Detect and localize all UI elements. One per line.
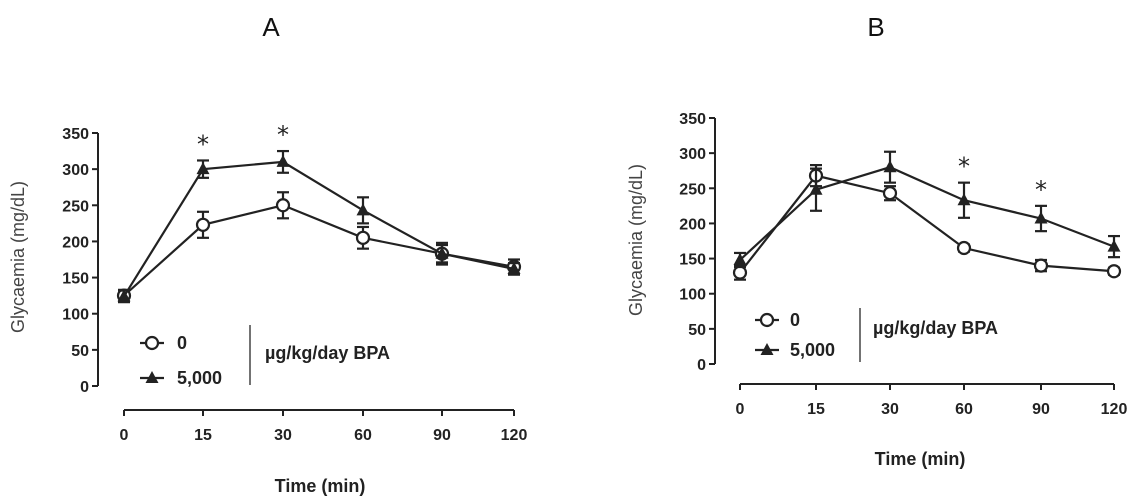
panel-b-y-tick-label: 150 bbox=[679, 252, 706, 269]
panel-b-x-axis-title: Time (min) bbox=[875, 449, 966, 469]
panel-a-y-tick-label: 50 bbox=[71, 343, 89, 360]
panel-b-significance-star: * bbox=[958, 153, 970, 181]
panel-a-label: A bbox=[262, 12, 280, 42]
panel-a-y-tick-label: 350 bbox=[62, 126, 89, 143]
panel-b-series-bpa-point bbox=[957, 193, 971, 206]
panel-a-series-bpa bbox=[117, 149, 521, 304]
panel-b-y-tick-label: 50 bbox=[688, 322, 706, 339]
panel-b-y-tick-label: 350 bbox=[679, 111, 706, 128]
panel-a-y-tick-label: 100 bbox=[62, 307, 89, 324]
panel-b-series-control-point bbox=[956, 240, 972, 256]
panel-a-series-bpa-point bbox=[356, 203, 370, 216]
panel-b-series-bpa-line bbox=[739, 166, 1115, 261]
panel-b-series-bpa-point bbox=[733, 252, 747, 265]
panel-b-y-tick-label: 300 bbox=[679, 146, 706, 163]
panel-a-y-tick-label: 250 bbox=[62, 198, 89, 215]
panel-a-series-bpa-point bbox=[276, 154, 290, 167]
panel-b-series-bpa-point bbox=[883, 160, 897, 173]
panel-b-legend-marker bbox=[760, 343, 774, 355]
panel-a-x-tick-label: 90 bbox=[433, 427, 451, 444]
panel-a-x-tick-label: 0 bbox=[120, 427, 129, 444]
panel-b-series-control-point bbox=[1033, 258, 1049, 273]
panel-b-x-tick-label: 30 bbox=[881, 401, 899, 418]
panel-b-series-control-point bbox=[1106, 264, 1122, 279]
panel-b-series-control-line bbox=[739, 174, 1115, 274]
panel-a-legend-unit: µg/kg/day BPA bbox=[265, 343, 390, 363]
panel-b-significance-star: * bbox=[1035, 176, 1047, 204]
panel-a-y-tick-label: 0 bbox=[80, 379, 89, 396]
panel-b-x-tick-label: 90 bbox=[1032, 401, 1050, 418]
panel-a-x-tick-label: 60 bbox=[354, 427, 372, 444]
panel-a-y-tick-label: 150 bbox=[62, 271, 89, 288]
panel-a-legend-label: 0 bbox=[177, 333, 187, 353]
panel-a-significance-star: * bbox=[277, 121, 289, 149]
panel-b-x-tick-label: 60 bbox=[955, 401, 973, 418]
panel-b-series-bpa-point bbox=[1107, 239, 1121, 252]
panel-b-label: B bbox=[867, 12, 884, 42]
panel-a-series-bpa-point bbox=[507, 261, 521, 274]
panel-a-series-control-point bbox=[275, 198, 291, 213]
panel-a-legend-label: 5,000 bbox=[177, 368, 222, 388]
panel-b-series-bpa-point bbox=[809, 182, 823, 195]
panel-a-series-control-point bbox=[355, 230, 371, 245]
panel-b-series-bpa bbox=[733, 150, 1121, 269]
panel-a-significance-star: * bbox=[197, 130, 209, 158]
panel-b-y-tick-label: 200 bbox=[679, 216, 706, 233]
panel-a-legend: 0 5,000 µg/kg/day BPA bbox=[140, 325, 390, 388]
panel-b-series-bpa-point bbox=[1034, 211, 1048, 224]
panel-b-y-tick-label: 100 bbox=[679, 287, 706, 304]
panel-b-x-tick-label: 120 bbox=[1101, 401, 1128, 418]
panel-b-legend-label: 5,000 bbox=[790, 340, 835, 360]
panel-a-legend-marker bbox=[145, 371, 159, 383]
panel-a-x-axis-title: Time (min) bbox=[275, 476, 366, 496]
panel-a-y-axis-title: Glycaemia (mg/dL) bbox=[8, 181, 28, 333]
panel-b-y-axis-title: Glycaemia (mg/dL) bbox=[626, 164, 646, 316]
panel-b-y-tick-label: 0 bbox=[697, 357, 706, 374]
panel-a-series-bpa-point bbox=[117, 289, 131, 302]
panel-a-legend-marker bbox=[144, 335, 160, 351]
panel-b-y-tick-label: 250 bbox=[679, 181, 706, 198]
panel-a-series-control-line bbox=[123, 204, 515, 297]
panel-b-legend-unit: µg/kg/day BPA bbox=[873, 318, 998, 338]
panel-a-series-bpa-point bbox=[196, 162, 210, 175]
panel-b-series-control-point bbox=[732, 265, 748, 280]
panel-b-x-tick-label: 15 bbox=[807, 401, 825, 418]
panel-b-legend-label: 0 bbox=[790, 310, 800, 330]
panel-a-series-bpa-point bbox=[435, 246, 449, 259]
panel-a-series-control-point bbox=[195, 217, 211, 232]
panel-b-series-control bbox=[732, 163, 1122, 281]
panel-b-legend: 0 5,000 µg/kg/day BPA bbox=[755, 308, 998, 362]
panel-a-y-tick-label: 200 bbox=[62, 234, 89, 251]
panel-a-x-tick-label: 15 bbox=[194, 427, 212, 444]
panel-b-legend-marker bbox=[759, 312, 775, 328]
panel-a-x-tick-label: 30 bbox=[274, 427, 292, 444]
panel-a-y-tick-label: 300 bbox=[62, 162, 89, 179]
panel-a-x-tick-label: 120 bbox=[501, 427, 528, 444]
panel-a-series-bpa-line bbox=[123, 160, 515, 297]
panel-b-series-control-point bbox=[882, 186, 898, 201]
panel-b-x-tick-label: 0 bbox=[736, 401, 745, 418]
